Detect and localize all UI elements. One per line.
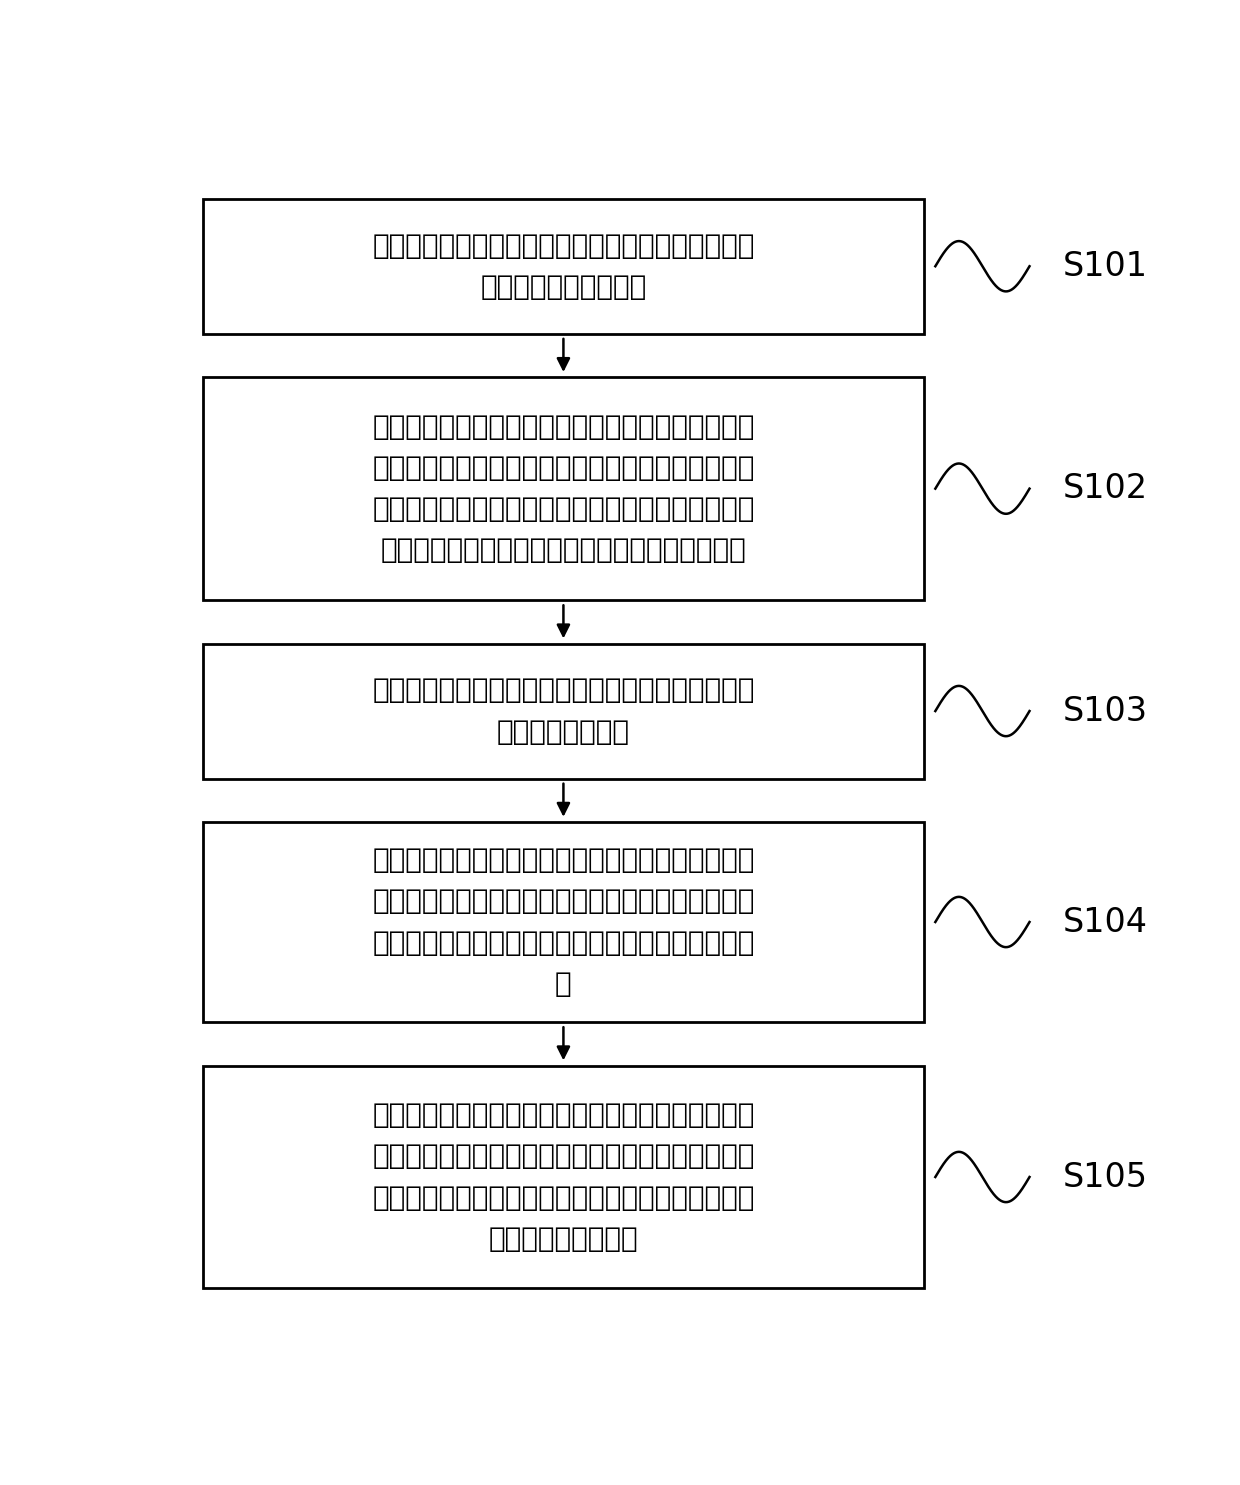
Text: S105: S105: [1063, 1160, 1148, 1194]
Text: S104: S104: [1063, 906, 1148, 939]
Text: S101: S101: [1063, 249, 1148, 282]
Bar: [203, 199, 924, 334]
Text: 在所述多个第一焊盘组背向所述基底的一侧形成焊料
层，所述焊料层包括与所述第一焊盘一一对应连接的
焊料图形，所述焊料图形在所述基底上的正投影位于
对应的所述第一焊: 在所述多个第一焊盘组背向所述基底的一侧形成焊料 层，所述焊料层包括与所述第一焊盘…: [372, 413, 755, 564]
Bar: [203, 823, 924, 1022]
Bar: [203, 643, 924, 778]
Text: 在基底上形成多个第一焊盘组，每个所述第一焊盘组
包括至少两个第一焊盘: 在基底上形成多个第一焊盘组，每个所述第一焊盘组 包括至少两个第一焊盘: [372, 232, 755, 301]
Bar: [203, 1066, 924, 1289]
Text: 对所述焊料层进行第一次回流焊，使所述焊料图形形
成为焊料凸点结构: 对所述焊料层进行第一次回流焊，使所述焊料图形形 成为焊料凸点结构: [372, 677, 755, 745]
Text: S102: S102: [1063, 472, 1148, 505]
Text: 在每一个所述第一焊盘组对应的焊料凸点结构背向所
述基底的一侧放置对应的发光芯片，所述发光芯片包
括的第二焊盘与对应的所述焊料凸点结构一一对应连
接: 在每一个所述第一焊盘组对应的焊料凸点结构背向所 述基底的一侧放置对应的发光芯片，…: [372, 846, 755, 998]
Text: 对放置有所述发光芯片的焊料凸点结构进行第二次回
流焊，使所述发光芯片包括的第二焊盘与对应的第一
焊盘组中的所述第一焊盘，通过对应的所述焊料凸点
结构一一对应电连: 对放置有所述发光芯片的焊料凸点结构进行第二次回 流焊，使所述发光芯片包括的第二焊…: [372, 1102, 755, 1253]
Bar: [203, 377, 924, 600]
Text: S103: S103: [1063, 695, 1148, 728]
